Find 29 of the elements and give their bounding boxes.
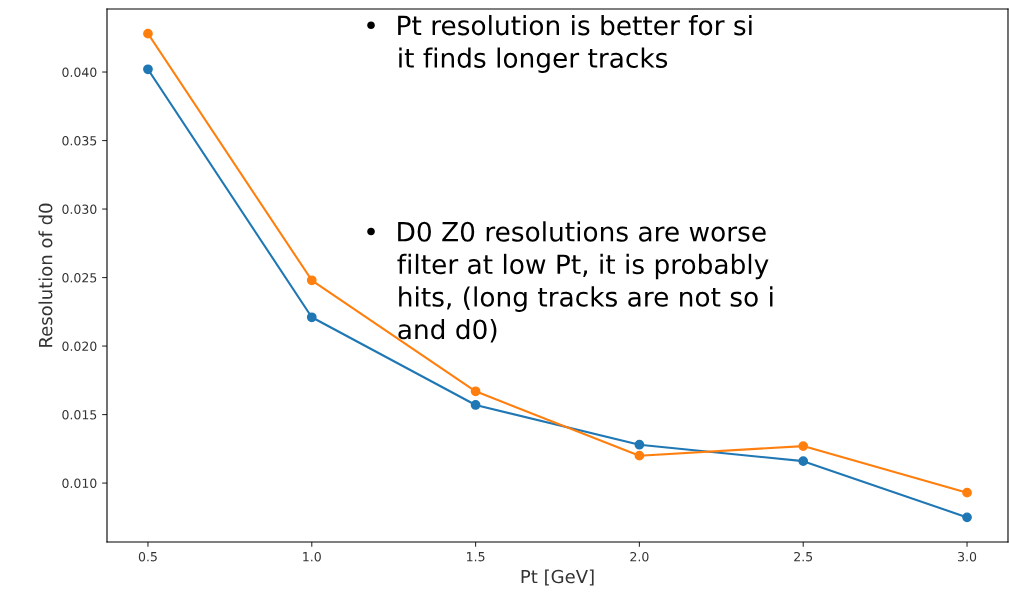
- x-tick-label: 3.0: [958, 551, 977, 562]
- x-tick-label: 1.0: [303, 551, 321, 562]
- point: [470, 386, 481, 397]
- annotation: • D0 Z0 resolutions are worse filter at low Pt, it is probably hits, (long tracks are not so i and d0): [367, 221, 773, 343]
- point: [634, 450, 645, 461]
- y-tick-label: 0.040: [62, 67, 97, 77]
- x-tick-label: 2.0: [630, 551, 649, 562]
- y-tick-label: 0.020: [62, 341, 97, 351]
- point: [634, 439, 645, 450]
- annotation: • Pt resolution is better for si it finds longer tracks: [367, 14, 752, 74]
- point: [143, 28, 153, 39]
- y-tick-label: 0.025: [62, 273, 97, 283]
- y-tick-label: 0.030: [62, 204, 97, 214]
- y-axis-title: Resolution of d0: [38, 203, 53, 347]
- point: [306, 312, 317, 323]
- point: [306, 275, 317, 286]
- x-tick-label: 1.5: [467, 552, 485, 562]
- y-tick-label: 0.010: [62, 478, 97, 489]
- point: [962, 487, 972, 498]
- point: [143, 64, 153, 75]
- x-tick-label: 2.5: [794, 551, 813, 562]
- y-tick-label: 0.035: [62, 136, 97, 146]
- point: [962, 512, 972, 523]
- x-tick-label: 0.5: [138, 551, 157, 562]
- point: [798, 456, 809, 467]
- y-tick-label: 0.015: [62, 410, 97, 420]
- point: [798, 441, 809, 451]
- point: [470, 400, 481, 410]
- x-axis-title: Pt [GeV]: [521, 569, 594, 586]
